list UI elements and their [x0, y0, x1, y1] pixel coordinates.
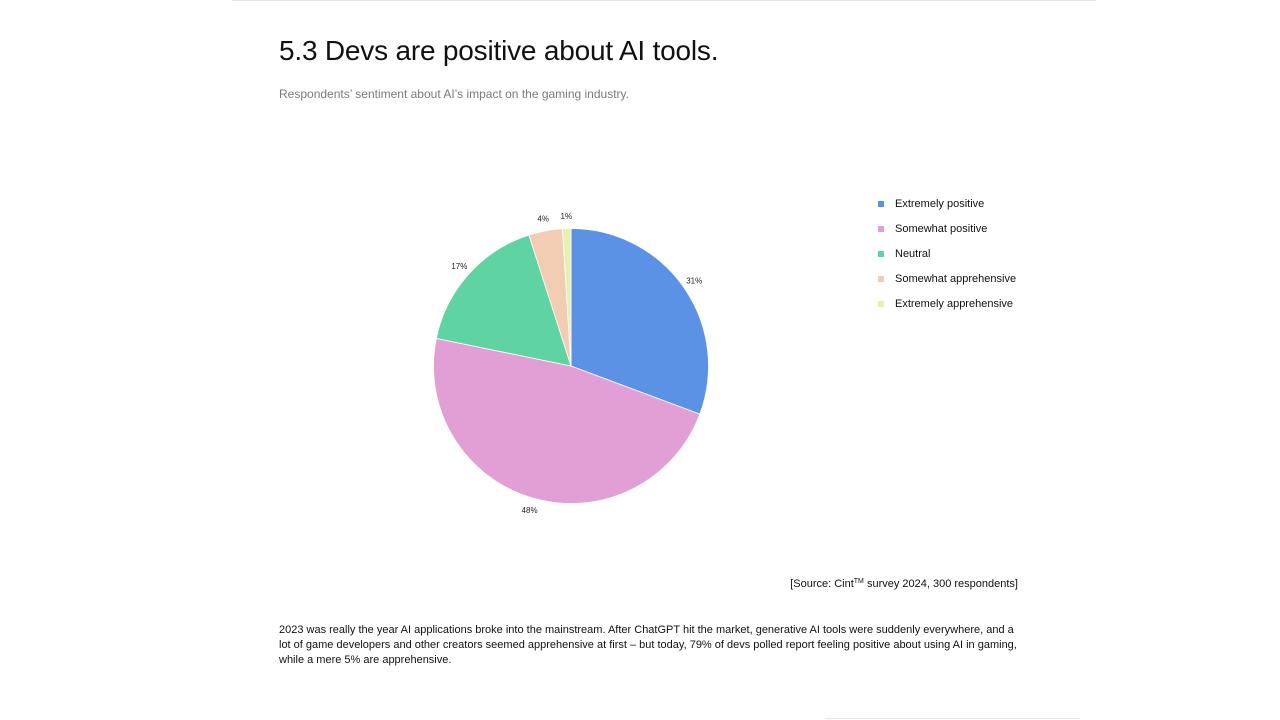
- slice-value-label: 48%: [522, 506, 538, 515]
- source-citation: [Source: CintTM survey 2024, 300 respond…: [790, 578, 1018, 590]
- legend-swatch: [878, 200, 884, 207]
- legend-item-neutral[interactable]: Neutral: [878, 241, 1016, 266]
- bottom-divider: [825, 718, 1080, 719]
- source-suffix: survey 2024, 300 respondents]: [863, 578, 1018, 590]
- pie-slice-somewhat-positive[interactable]: [433, 337, 701, 504]
- legend-swatch: [878, 275, 884, 282]
- pie-slice-extremely-positive[interactable]: [570, 228, 709, 415]
- legend-swatch: [878, 250, 884, 257]
- pie-labels: 31% 48% 17% 4% 1%: [451, 212, 702, 515]
- page-title: 5.3 Devs are positive about AI tools.: [279, 35, 719, 66]
- slice-value-label: 17%: [451, 262, 467, 271]
- slice-value-label: 4%: [537, 215, 549, 224]
- legend-label: Somewhat positive: [895, 222, 988, 235]
- slice-value-label: 31%: [686, 276, 702, 285]
- legend-label: Somewhat apprehensive: [895, 272, 1017, 285]
- slice-value-label: 1%: [561, 212, 573, 221]
- legend-swatch: [878, 225, 884, 232]
- pie-slice-extremely-apprehensive[interactable]: [562, 228, 572, 367]
- legend-item-somewhat-apprehensive[interactable]: Somewhat apprehensive: [878, 266, 1016, 291]
- legend-label: Extremely apprehensive: [895, 297, 1014, 310]
- body-paragraph: 2023 was really the year AI applications…: [279, 624, 1017, 666]
- legend-item-extremely-positive[interactable]: Extremely positive: [878, 191, 1016, 216]
- pie-slice-neutral[interactable]: [435, 234, 572, 367]
- trademark-mark: TM: [853, 578, 864, 585]
- legend-item-extremely-apprehensive[interactable]: Extremely apprehensive: [878, 291, 1016, 316]
- top-divider: [232, 0, 1096, 1]
- legend-label: Neutral: [895, 247, 931, 260]
- pie-slices: [433, 228, 709, 504]
- legend-label: Extremely positive: [895, 197, 985, 210]
- chart-legend: Extremely positive Somewhat positive Neu…: [878, 191, 1016, 316]
- chart-subtitle: Respondents’ sentiment about AI’s impact…: [279, 87, 629, 101]
- legend-swatch: [878, 300, 884, 307]
- legend-item-somewhat-positive[interactable]: Somewhat positive: [878, 216, 1016, 241]
- source-prefix: [Source: Cint: [790, 578, 854, 590]
